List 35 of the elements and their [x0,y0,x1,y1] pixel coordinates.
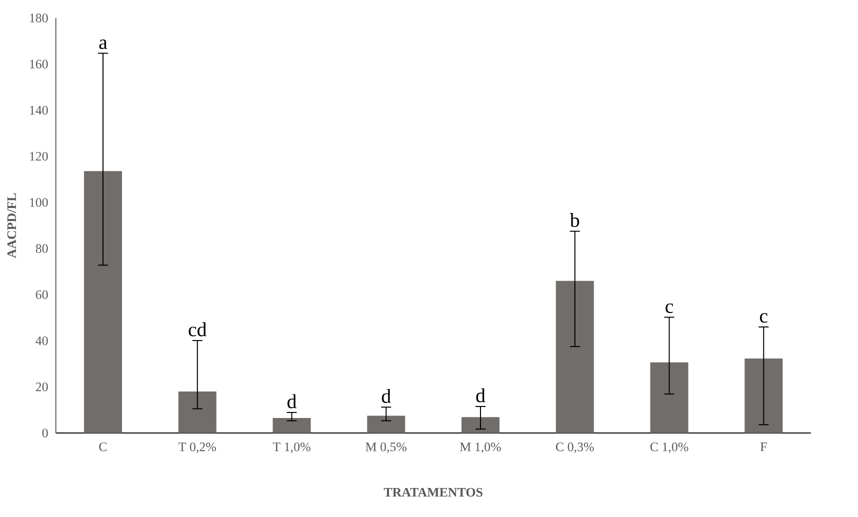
bar [367,416,406,433]
y-tick-label: 60 [36,290,48,300]
x-tick-label: T 1,0% [272,442,310,454]
y-tick-label: 100 [30,198,48,207]
bar [84,171,122,433]
y-axis-title: AACPD/FL [7,193,16,258]
bar [272,418,311,433]
x-tick-label: T 0,2% [178,442,216,454]
x-tick-label: M 0,5% [366,442,407,454]
y-tick-label: 20 [36,382,48,392]
annotation: a [99,40,108,50]
annotation: d [476,388,486,402]
y-tick-label: 40 [36,336,48,346]
annotation: d [382,388,391,403]
x-tick-label: C 0,3% [556,442,594,454]
y-tick-label: 140 [30,106,48,115]
x-tick-label: M 1,0% [460,442,501,454]
annotation: cd [188,322,207,336]
y-tick-label: 80 [36,244,48,253]
bar [462,417,500,433]
x-tick-label: F [760,442,767,451]
y-tick-label: 120 [30,152,48,161]
y-tick-label: 180 [30,14,48,22]
y-tick-label: 0 [42,428,48,438]
annotation: d [287,394,296,408]
x-axis-title: TRATAMENTOS [384,488,482,497]
bar [650,362,688,433]
annotation: c [760,313,768,323]
bar [556,280,594,433]
annotation: c [666,303,674,314]
annotation: b [570,213,580,228]
x-tick-label: C 1,0% [650,442,688,454]
x-tick-label: C [99,442,107,452]
y-tick-label: 160 [30,60,48,68]
bar [178,391,216,433]
